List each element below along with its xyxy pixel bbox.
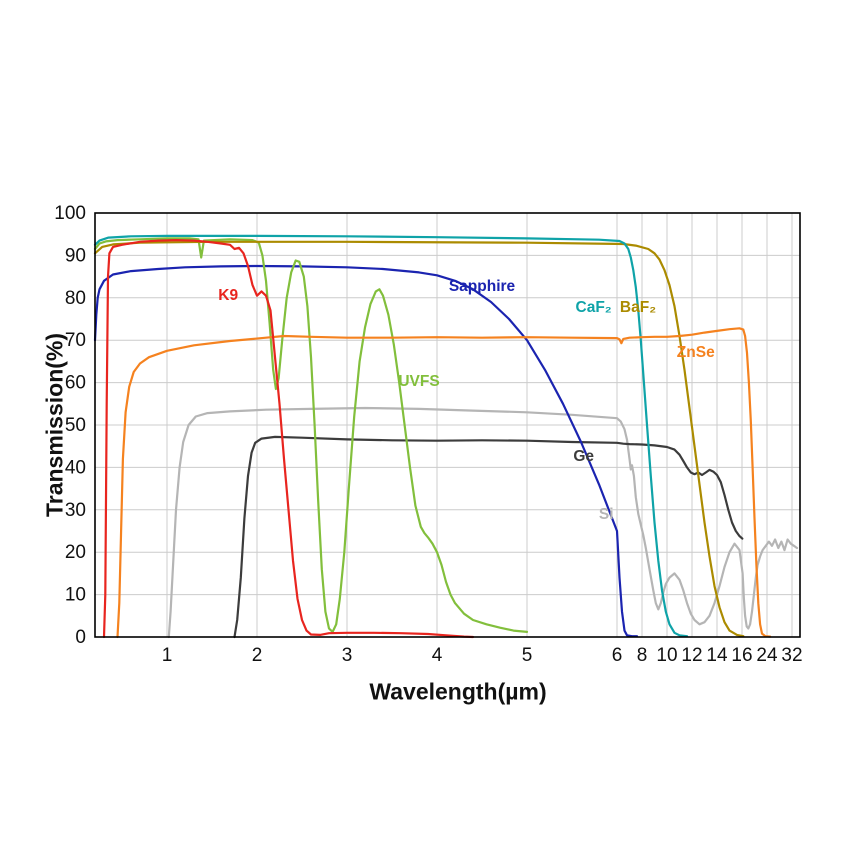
series-label-si: Si: [599, 506, 614, 523]
y-tick-label-10: 10: [65, 585, 86, 606]
x-tick-label-12: 12: [681, 645, 702, 666]
x-tick-label-4: 4: [432, 645, 443, 666]
series-line-znse: [116, 327, 772, 639]
series-line-baf2: [93, 240, 745, 638]
y-tick-label-40: 40: [65, 457, 86, 478]
y-tick-label-60: 60: [65, 373, 86, 394]
x-tick-label-32: 32: [781, 645, 802, 666]
y-tick-label-90: 90: [65, 245, 86, 266]
x-tick-label-6: 6: [612, 645, 623, 666]
x-tick-label-16: 16: [731, 645, 752, 666]
x-tick-label-1: 1: [162, 645, 173, 666]
series-label-k9: K9: [218, 287, 238, 304]
y-tick-label-20: 20: [65, 542, 86, 563]
x-tick-label-14: 14: [706, 645, 728, 666]
x-tick-label-10: 10: [656, 645, 677, 666]
x-tick-label-5: 5: [522, 645, 533, 666]
plot-border: [94, 212, 801, 638]
series-line-si: [167, 406, 799, 639]
series-label-znse: ZnSe: [677, 344, 715, 361]
x-tick-label-3: 3: [342, 645, 353, 666]
x-axis-title: Wavelength(µm): [369, 678, 547, 705]
series-line-caf2: [93, 234, 689, 638]
y-tick-label-100: 100: [54, 203, 86, 224]
y-axis-title: Transmission(%): [41, 332, 68, 518]
y-tick-label-70: 70: [65, 330, 86, 351]
y-tick-label-0: 0: [75, 627, 86, 648]
series-label-uvfs: UVFS: [398, 373, 439, 390]
x-tick-label-2: 2: [252, 645, 263, 666]
series-label-sapphire: Sapphire: [449, 278, 516, 295]
y-tick-label-50: 50: [65, 415, 86, 436]
series-line-ge: [233, 435, 744, 639]
y-tick-label-30: 30: [65, 500, 86, 521]
series-line-uvfs: [93, 237, 529, 633]
series-label-ge: Ge: [573, 448, 594, 465]
series-label-caf: CaF₂: [576, 299, 612, 316]
series-line-k9: [102, 239, 475, 639]
series-line-sapphire: [93, 264, 639, 638]
y-tick-label-80: 80: [65, 288, 86, 309]
series-label-baf: BaF₂: [620, 299, 656, 316]
x-tick-label-24: 24: [756, 645, 778, 666]
x-tick-label-8: 8: [637, 645, 648, 666]
